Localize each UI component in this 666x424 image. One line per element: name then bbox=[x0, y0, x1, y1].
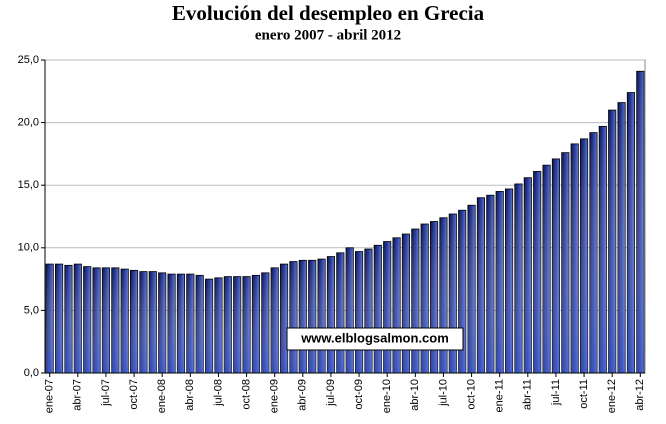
bar-shade bbox=[533, 171, 541, 373]
x-tick-label: ene-07 bbox=[44, 379, 56, 413]
bar-shade bbox=[552, 158, 560, 373]
x-tick-label: abr-09 bbox=[297, 379, 309, 411]
bar-shade bbox=[308, 260, 316, 373]
bar-shade bbox=[355, 251, 363, 373]
x-tick-label: ene-09 bbox=[269, 379, 281, 413]
bar-shade bbox=[55, 264, 63, 373]
bar-shade bbox=[233, 276, 241, 373]
bar-shade bbox=[317, 259, 326, 373]
x-tick-label: abr-08 bbox=[184, 379, 196, 411]
bar-shade bbox=[130, 270, 138, 373]
bar-shade bbox=[589, 132, 598, 373]
x-tick-label: oct-10 bbox=[465, 379, 477, 410]
bar-shade bbox=[392, 237, 401, 373]
bar-shade bbox=[102, 267, 110, 373]
bar-shade bbox=[458, 210, 466, 373]
bar-shade bbox=[411, 229, 419, 373]
chart-title: Evolución del desempleo en Grecia bbox=[172, 1, 485, 25]
x-tick-label: abr-10 bbox=[409, 379, 421, 411]
x-tick-label: ene-08 bbox=[156, 379, 168, 413]
x-tick-label: jul-11 bbox=[550, 379, 562, 406]
bar-shade bbox=[383, 241, 391, 373]
x-tick-label: abr-07 bbox=[72, 379, 84, 411]
bar-shade bbox=[477, 197, 485, 373]
bar-shade bbox=[186, 274, 194, 373]
bar-shade bbox=[167, 274, 176, 373]
bar-shade bbox=[627, 92, 635, 373]
bar-shade bbox=[346, 247, 354, 373]
bar-shade bbox=[111, 267, 119, 373]
bar-shade bbox=[571, 143, 579, 373]
bar-shade bbox=[158, 272, 166, 373]
bar-shade bbox=[92, 267, 101, 373]
bar-shade bbox=[271, 267, 279, 373]
y-tick-label: 15,0 bbox=[18, 179, 39, 191]
bar-shade bbox=[299, 260, 307, 373]
watermark: www.elblogsalmon.com bbox=[300, 330, 449, 345]
x-tick-label: ene-11 bbox=[494, 379, 506, 412]
bar-shade bbox=[83, 266, 91, 373]
bar-shade bbox=[121, 269, 129, 373]
bar-shade bbox=[242, 276, 251, 373]
x-tick-label: oct-11 bbox=[578, 379, 590, 409]
bar-shade bbox=[421, 224, 429, 373]
watermark-box bbox=[286, 327, 464, 351]
bar-shade bbox=[524, 177, 532, 373]
bar-shade bbox=[261, 272, 269, 373]
bar-shade bbox=[439, 217, 448, 373]
bar-shade bbox=[64, 265, 73, 373]
bar-shade bbox=[449, 213, 457, 373]
bar-shade bbox=[617, 102, 626, 374]
x-tick-label: oct-07 bbox=[128, 379, 140, 410]
bar-shade bbox=[402, 234, 410, 373]
y-tick-label: 0,0 bbox=[24, 367, 39, 379]
x-tick-label: oct-09 bbox=[353, 379, 365, 410]
bar-shade bbox=[196, 275, 204, 373]
bar-shade bbox=[505, 188, 513, 373]
bar-shade bbox=[139, 271, 148, 373]
bar-shade bbox=[224, 276, 232, 373]
chart-subtitle: enero 2007 - abril 2012 bbox=[255, 27, 401, 43]
x-tick-label: ene-12 bbox=[606, 379, 618, 413]
bar-shade bbox=[467, 205, 476, 373]
bar-shade bbox=[205, 279, 213, 373]
x-tick-label: oct-08 bbox=[240, 379, 252, 410]
bar-shade bbox=[177, 274, 185, 373]
x-tick-label: jul-08 bbox=[212, 379, 224, 407]
bar-shade bbox=[636, 71, 644, 373]
bar-shade bbox=[486, 195, 494, 373]
bar-shade bbox=[608, 110, 616, 373]
bar-shade bbox=[214, 277, 223, 373]
y-tick-label: 5,0 bbox=[24, 304, 39, 316]
x-tick-label: jul-07 bbox=[100, 379, 112, 407]
bar-shade bbox=[46, 264, 54, 373]
bar-shade bbox=[149, 271, 157, 373]
bar-shade bbox=[561, 152, 569, 373]
bar-shade bbox=[374, 245, 382, 373]
bar-shade bbox=[496, 191, 504, 373]
bar-shade bbox=[514, 183, 523, 373]
bar-shade bbox=[74, 264, 82, 373]
bar-shade bbox=[280, 264, 288, 373]
bar-shade bbox=[542, 165, 551, 373]
x-tick-label: ene-10 bbox=[381, 379, 393, 413]
x-tick-label: abr-11 bbox=[522, 379, 534, 410]
bar-shade bbox=[599, 126, 607, 373]
y-tick-label: 10,0 bbox=[18, 242, 39, 254]
bar-shade bbox=[289, 261, 298, 373]
x-tick-label: jul-10 bbox=[437, 379, 449, 407]
bar-shade bbox=[336, 252, 344, 373]
x-tick-label: abr-12 bbox=[634, 379, 646, 411]
y-tick-label: 25,0 bbox=[18, 54, 39, 66]
y-tick-label: 20,0 bbox=[18, 117, 39, 129]
bar-shade bbox=[364, 249, 373, 373]
bar-shade bbox=[580, 138, 588, 373]
bar-shade bbox=[430, 221, 438, 373]
bar-shade bbox=[327, 256, 335, 373]
x-tick-label: jul-09 bbox=[325, 379, 337, 407]
bar-shade bbox=[252, 275, 260, 373]
